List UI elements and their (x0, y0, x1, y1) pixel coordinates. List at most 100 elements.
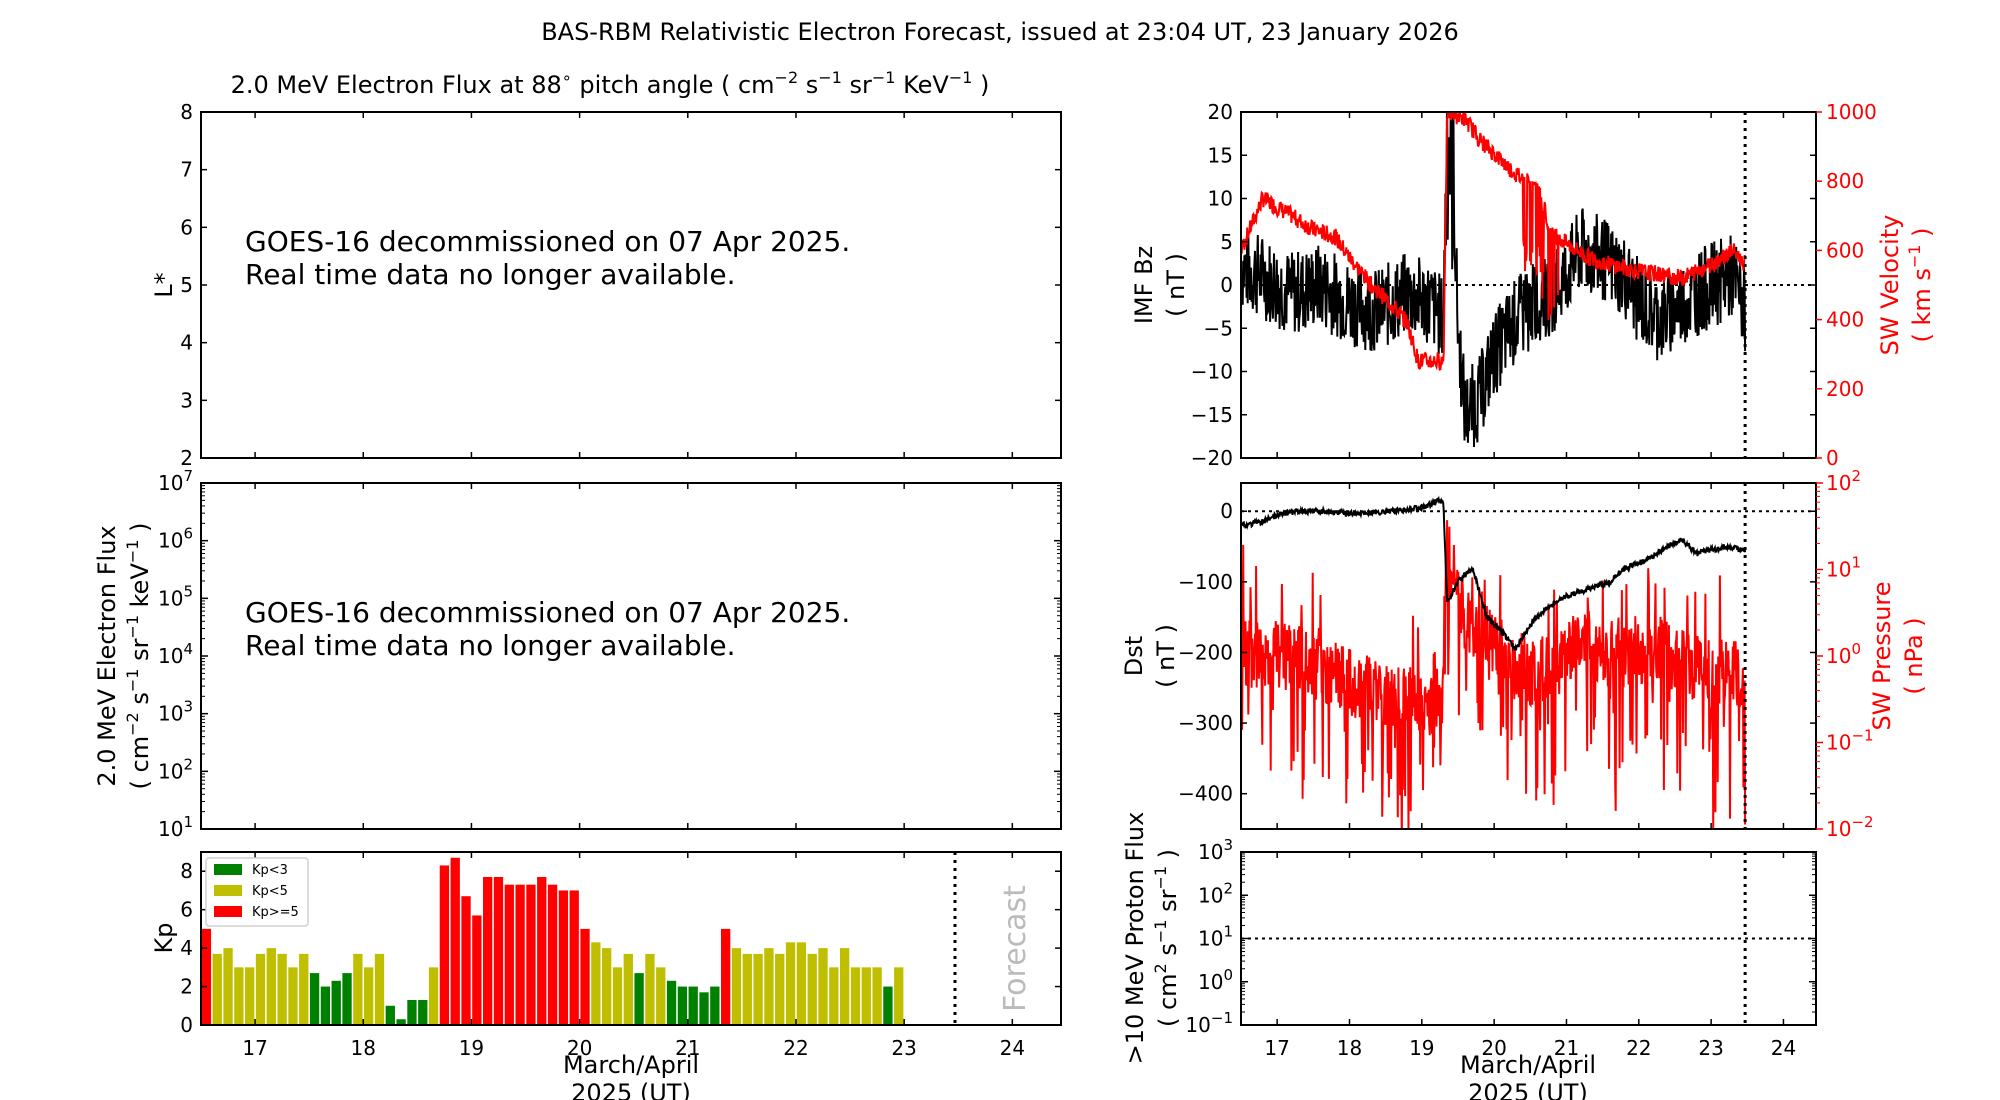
proton-x-tick-label: 19 (1409, 1036, 1434, 1060)
flux-y-ticks: 101 102 103 104 105 106 107 (158, 467, 1061, 841)
proton-x-tick-label: 17 (1264, 1036, 1289, 1060)
kp-bar (374, 953, 385, 1025)
dst-y-tick-label: −300 (1178, 711, 1233, 735)
proton-x-tick-label: 24 (1771, 1036, 1796, 1060)
kp-bar (255, 953, 266, 1025)
kp-bar (299, 953, 309, 1025)
kp-bar (796, 942, 807, 1025)
lstar-panel-title: 2.0 MeV Electron Flux at 88∘ pitch angle… (231, 68, 990, 99)
kp-bar (872, 967, 882, 1025)
imf-y2-label-line1: SW Velocity (1876, 215, 1904, 356)
kp-y-ticks: 0 2 4 6 8 (180, 859, 1061, 1037)
proton-x-tick-label: 22 (1626, 1036, 1651, 1060)
kp-bar (710, 986, 720, 1025)
dst-y2-tick-label: 10−2 (1826, 813, 1874, 841)
kp-bar (634, 973, 644, 1025)
kp-bar (472, 915, 482, 1025)
lstar-y-tick-label: 5 (180, 273, 193, 297)
dst-y2-tick-label: 100 (1826, 640, 1861, 668)
sw-velocity-line (1241, 112, 1747, 371)
imf-y2-tick-label: 600 (1826, 238, 1864, 262)
lstar-note-line1: GOES-16 decommissioned on 07 Apr 2025. (245, 225, 850, 258)
kp-bar (439, 865, 450, 1025)
imf-x-ticks (1276, 112, 1785, 458)
kp-bar (201, 928, 212, 1025)
kp-bar (504, 884, 514, 1025)
imf-y2-tick-label: 400 (1826, 308, 1864, 332)
proton-x-tick-label: 21 (1554, 1036, 1579, 1060)
kp-bar (547, 884, 558, 1025)
kp-bar (428, 967, 439, 1025)
flux-y-tick-label: 102 (158, 755, 193, 783)
flux-y-tick-label: 105 (158, 582, 193, 610)
kp-x-tick-label: 19 (459, 1036, 484, 1060)
kp-bar (753, 953, 763, 1025)
imf-panel: −20 −15 −10 −5 0 5 10 15 20 0 200 400 600 800 1000 IM… (1130, 100, 1936, 470)
flux-y-tick-label: 103 (158, 698, 193, 726)
lstar-y-tick-label: 6 (180, 215, 193, 239)
kp-bar (245, 967, 255, 1025)
kp-bar (612, 967, 623, 1025)
kp-bar (623, 953, 633, 1025)
kp-bar (602, 948, 612, 1025)
kp-bar (699, 992, 709, 1025)
imf-y-tick-label: −20 (1191, 446, 1233, 470)
imf-y2-ticks: 0 200 400 600 800 1000 (1816, 100, 1877, 470)
kp-bar (266, 948, 276, 1025)
kp-legend-swatch-mid (214, 885, 242, 896)
kp-bar (418, 1000, 428, 1025)
kp-bar (353, 953, 363, 1025)
kp-bar (580, 928, 590, 1025)
kp-bar (807, 953, 817, 1025)
kp-bar (223, 948, 233, 1025)
kp-y-tick-label: 6 (180, 898, 193, 922)
kp-bar (407, 1000, 417, 1025)
kp-bar (764, 948, 774, 1025)
dst-y2-tick-label: 10−1 (1826, 727, 1874, 755)
kp-bar (212, 953, 222, 1025)
kp-bar (450, 857, 460, 1025)
proton-x-ticks: 17 18 19 20 21 22 23 24 (1264, 852, 1796, 1060)
proton-x-tick-label: 18 (1337, 1036, 1362, 1060)
kp-bar (309, 973, 320, 1025)
dst-y2-label-line1: SW Pressure (1868, 581, 1896, 730)
flux-note-line1: GOES-16 decommissioned on 07 Apr 2025. (245, 596, 850, 629)
kp-x-tick-label: 23 (891, 1036, 916, 1060)
kp-x-tick-label: 22 (783, 1036, 808, 1060)
lstar-y-tick-label: 4 (180, 331, 193, 355)
kp-x-tick-label: 20 (567, 1036, 592, 1060)
kp-legend-label-high: Kp>=5 (252, 905, 299, 920)
kp-bar (850, 967, 861, 1025)
imf-y-tick-label: 20 (1208, 100, 1233, 124)
lstar-y-label: L* (150, 272, 178, 297)
kp-bar (861, 967, 871, 1025)
kp-bar (785, 942, 796, 1025)
imf-y-tick-label: 10 (1208, 187, 1233, 211)
imf-y2-tick-label: 0 (1826, 446, 1839, 470)
imf-y-ticks: −20 −15 −10 −5 0 5 10 15 20 (1191, 100, 1816, 470)
kp-legend-label-low: Kp<3 (252, 863, 288, 878)
kp-y-label: Kp (150, 923, 178, 954)
imf-y-tick-label: −15 (1191, 403, 1233, 427)
proton-y-tick-label: 103 (1198, 836, 1233, 864)
kp-bar (839, 948, 850, 1025)
kp-bar (396, 1019, 406, 1025)
dst-y-label-line2: ( nT ) (1152, 624, 1180, 688)
kp-bar (829, 967, 839, 1025)
dst-y2-ticks: 10−2 10−1 100 101 102 (1816, 467, 1874, 841)
lstar-x-ticks (254, 112, 1014, 458)
kp-x-tick-label: 17 (242, 1036, 267, 1060)
kp-y-tick-label: 4 (180, 936, 193, 960)
flux-y-tick-label: 101 (158, 813, 193, 841)
proton-x-tick-label: 23 (1698, 1036, 1723, 1060)
right-x-label-line2: 2025 (UT) (1468, 1079, 1588, 1100)
kp-bar (342, 973, 352, 1025)
dst-y-tick-label: −100 (1178, 570, 1233, 594)
dst-y-ticks: −400 −300 −200 −100 0 (1178, 499, 1816, 806)
dst-line (1241, 495, 1747, 652)
lstar-y-tick-label: 8 (180, 100, 193, 124)
kp-bar (537, 876, 547, 1025)
imf-y2-tick-label: 200 (1826, 377, 1864, 401)
left-x-label-line2: 2025 (UT) (571, 1079, 691, 1100)
